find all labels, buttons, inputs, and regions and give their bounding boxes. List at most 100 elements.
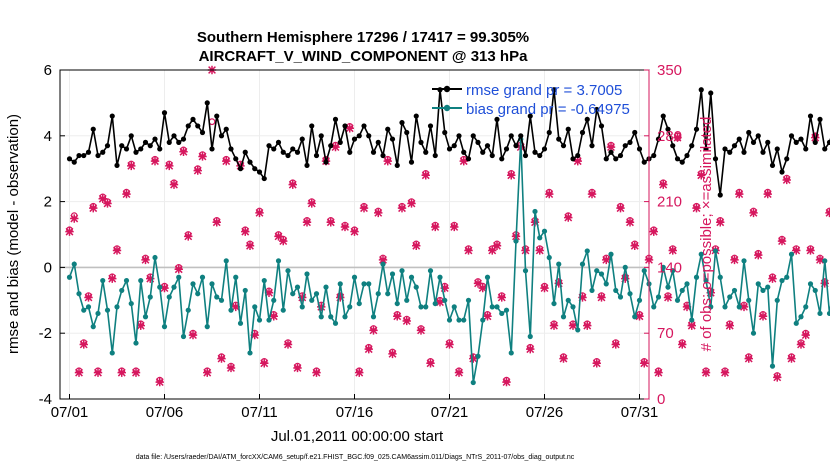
- rmse-point: [774, 146, 780, 152]
- bias-line: [68, 139, 830, 383]
- bias-point: [375, 291, 381, 297]
- obs-assimilated-marker: [621, 274, 630, 283]
- bias-point: [551, 300, 557, 307]
- bias-point: [356, 300, 362, 307]
- bias-point: [161, 324, 168, 330]
- bias-point: [826, 310, 830, 317]
- obs-assimilated-marker: [131, 368, 141, 377]
- bias-point: [104, 307, 111, 313]
- obs-assimilated-marker: [383, 156, 392, 166]
- x-axis-label: Jul.01,2011 00:00:00 start: [271, 428, 444, 445]
- bias-point: [660, 264, 666, 270]
- rmse-point: [413, 113, 419, 119]
- obs-assimilated-marker: [739, 302, 749, 312]
- rmse-point: [237, 166, 244, 172]
- obs-assimilated-marker: [241, 227, 250, 236]
- obs-assimilated-marker: [393, 312, 402, 321]
- bias-point: [109, 350, 115, 356]
- bias-point: [195, 291, 201, 297]
- obs-assimilated-marker: [787, 354, 796, 363]
- bias-point: [812, 287, 818, 294]
- bias-point: [157, 284, 163, 290]
- rmse-point: [665, 126, 671, 132]
- bias-point: [133, 340, 139, 346]
- obs-assimilated-marker: [806, 246, 815, 255]
- bias-point: [480, 317, 486, 323]
- obs-assimilated-marker: [345, 124, 354, 133]
- rmse-point: [456, 133, 462, 139]
- rmse-point: [361, 123, 367, 129]
- rmse-point: [271, 146, 277, 152]
- rmse-point: [560, 143, 567, 149]
- rmse-point: [717, 192, 723, 198]
- bias-point: [427, 268, 434, 274]
- obs-assimilated-marker: [507, 171, 516, 180]
- obs-assimilated-marker: [625, 218, 635, 227]
- bias-point: [190, 281, 196, 287]
- bias-point: [90, 324, 96, 330]
- rmse-point: [256, 169, 263, 175]
- rmse-point: [366, 133, 372, 139]
- bias-point: [171, 284, 177, 290]
- obs-assimilated-marker: [459, 156, 468, 166]
- rmse-point: [494, 116, 500, 122]
- obs-assimilated-marker: [426, 359, 435, 368]
- obs-assimilated-marker: [127, 161, 136, 171]
- bias-point: [736, 304, 742, 310]
- bias-point: [404, 297, 410, 303]
- bias-point: [822, 258, 828, 264]
- obs-assimilated-marker: [89, 203, 98, 213]
- rmse-point: [527, 113, 533, 119]
- bias-point: [537, 235, 543, 241]
- obs-assimilated-marker: [203, 368, 212, 377]
- bias-point: [185, 307, 191, 313]
- obs-assimilated-marker: [288, 180, 297, 189]
- rmse-point: [176, 139, 182, 145]
- y-left-tick-label: 0: [44, 259, 52, 276]
- bias-point: [152, 254, 158, 261]
- obs-assimilated-marker: [730, 255, 739, 265]
- rmse-point: [689, 143, 695, 149]
- obs-assimilated-marker: [701, 368, 711, 377]
- rmse-point: [370, 149, 377, 155]
- obs-assimilated-marker: [450, 222, 459, 232]
- chart-title-line1: Southern Hemisphere 17296 / 17417 = 99.3…: [197, 29, 529, 46]
- bias-point: [342, 314, 348, 320]
- rmse-point: [617, 152, 624, 159]
- rmse-point: [304, 162, 310, 169]
- obs-assimilated-marker: [526, 344, 535, 354]
- obs-assimilated-marker: [193, 166, 202, 175]
- rmse-point: [817, 116, 823, 122]
- rmse-point: [218, 133, 225, 139]
- obs-assimilated-marker: [725, 321, 734, 330]
- rmse-point: [812, 139, 818, 145]
- rmse-point: [651, 152, 657, 159]
- rmse-point: [613, 156, 619, 162]
- bias-point: [95, 310, 101, 317]
- obs-assimilated-marker: [264, 288, 274, 297]
- bias-point: [641, 268, 647, 274]
- rmse-point: [432, 152, 438, 159]
- obs-assimilated-marker: [378, 255, 388, 265]
- rmse-point: [755, 133, 761, 139]
- bias-point: [432, 300, 438, 307]
- legend-bias-label: bias grand pr = -0.64975: [466, 101, 630, 118]
- rmse-point: [76, 152, 82, 159]
- obs-assimilated-marker: [602, 255, 611, 265]
- obs-assimilated-marker: [217, 354, 226, 363]
- obs-assimilated-marker: [70, 214, 79, 223]
- rmse-point: [579, 129, 586, 136]
- rmse-point: [157, 146, 163, 152]
- bias-point: [446, 317, 453, 323]
- rmse-point: [541, 146, 548, 152]
- rmse-point: [779, 169, 785, 175]
- bias-point: [408, 274, 415, 280]
- rmse-point: [71, 159, 77, 165]
- obs-assimilated-marker: [155, 377, 164, 387]
- bias-point: [803, 304, 809, 310]
- bias-point: [313, 291, 320, 297]
- bias-point: [760, 287, 766, 294]
- obs-assimilated-marker: [307, 199, 316, 208]
- rmse-point: [722, 146, 728, 152]
- rmse-point: [81, 152, 87, 159]
